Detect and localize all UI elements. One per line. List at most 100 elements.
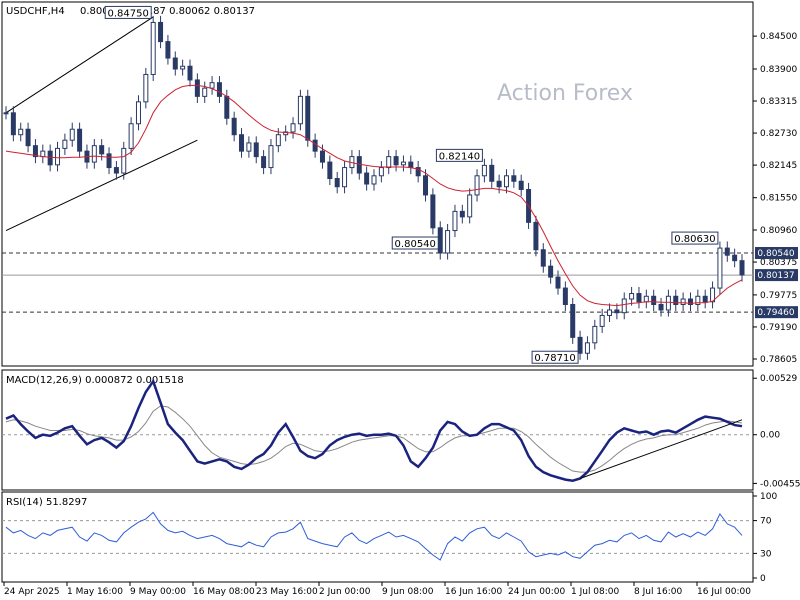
watermark: Action Forex [497,81,633,106]
price-bar-body [62,139,68,149]
rsi-line [5,511,743,561]
x-axis-label: 16 Jun 16:00 [445,587,502,597]
price-bar-body [378,167,384,177]
price-annotation-box [104,5,152,19]
price-bar-body [724,247,730,256]
price-bar-body [283,131,289,136]
price-bar-body [739,260,745,276]
price-bar-body [445,230,451,254]
x-axis-label: 8 Jul 16:00 [634,587,683,597]
price-bar-body [503,175,509,188]
moving-average-line [5,84,743,307]
price-bar-body [467,194,473,218]
price-axis-label: 0.82730 [760,129,797,139]
price-bar-body [106,153,112,169]
price-axis-label: 0.82145 [760,161,797,171]
price-bar-body [680,298,686,305]
price-bar-body [246,142,252,152]
x-axis-label: 2 Jun 00:00 [319,587,371,597]
macd-axis-label: 0.00529 [760,374,797,384]
channel-line-1 [5,139,198,232]
price-bar-body [121,147,127,174]
price-bar-body [636,293,642,303]
price-axis-badge [755,306,798,319]
price-bar-body [687,298,693,305]
price-bar-body [32,145,38,158]
price-bar-body [599,314,605,327]
price-bar-body [77,128,83,152]
price-annotation-label: 0.78710 [534,353,575,364]
price-bar-body [437,227,443,254]
price-axis-label: 0.83900 [760,65,797,75]
price-axis-badge-label: 0.79460 [757,308,794,318]
price-axis-label: 0.80960 [760,226,797,236]
price-bar-body [209,82,215,89]
price-bar-body [629,293,635,300]
rsi-axis-label: 30 [760,549,772,559]
price-bar-body [18,128,24,136]
price-axis-label: 0.79775 [760,291,797,301]
macd-title: MACD(12,26,9) 0.000872 0.001518 [6,375,184,386]
price-axis-label: 0.83315 [760,97,797,107]
price-bar-body [577,336,583,354]
x-axis-label: 1 Jul 08:00 [571,587,620,597]
price-axis-label: 0.78605 [760,355,797,365]
price-bar-body [143,73,149,103]
price-bar-body [423,175,429,196]
price-bar-body [334,178,340,188]
x-axis-label: 23 May 16:00 [256,587,318,597]
price-bar-body [452,210,458,232]
macd-axis-label: -0.004557 [760,479,800,489]
x-axis-label: 9 Jun 08:00 [382,587,434,597]
price-annotation-label: 0.80540 [395,239,436,250]
price-bar-body [158,21,164,43]
price-bar-body [261,156,267,169]
price-bar-body [224,95,230,119]
rsi-axis-label: 100 [760,492,777,502]
price-bar-body [55,147,61,166]
price-bar-body [702,295,708,303]
chart-symbol-title: USDCHF,H4 [6,6,65,17]
price-annotation-box [435,148,483,162]
price-bar-body [393,156,399,166]
price-bar-body [673,295,679,305]
channel-line-0 [5,16,154,114]
price-bar-body [489,164,495,182]
price-bar-body [665,295,671,311]
price-bar-body [25,128,31,147]
price-bar-body [150,21,156,75]
price-bar-body [364,172,370,185]
rsi-axis-label: 70 [760,517,772,527]
price-annotation-box [391,236,439,250]
price-bar-body [562,287,568,305]
price-annotation-label: 0.84750 [108,8,149,19]
macd-axis-label: 0.00 [760,431,780,441]
macd-signal-line [5,405,743,473]
price-bar-body [614,309,620,314]
price-bar-body [113,167,119,174]
macd-line [5,378,743,482]
price-bar-body [3,112,9,115]
price-bar-body [400,161,406,166]
price-bar-body [290,123,296,133]
price-axis-badge [755,247,798,260]
price-bar-body [592,325,598,344]
chart-ohlc-values: 0.80071 0.80187 0.80062 0.80137 [80,6,255,17]
price-bar-body [717,247,723,289]
price-bar-body [555,276,561,289]
price-bar-body [172,57,178,70]
price-axis-badge [755,269,798,282]
price-bar-body [651,295,657,305]
price-axis-label: 0.84500 [760,32,797,42]
price-bar-body [297,95,303,125]
x-axis-label: 9 May 00:00 [130,587,186,597]
x-axis-label: 1 May 16:00 [67,587,123,597]
price-annotation-box [531,350,579,364]
price-bar-body [570,303,576,338]
price-bar-body [695,295,701,305]
macd-trendline [579,419,743,479]
macd-panel-frame [1,369,754,491]
price-bar-body [481,164,487,177]
price-bar-body [305,95,311,141]
